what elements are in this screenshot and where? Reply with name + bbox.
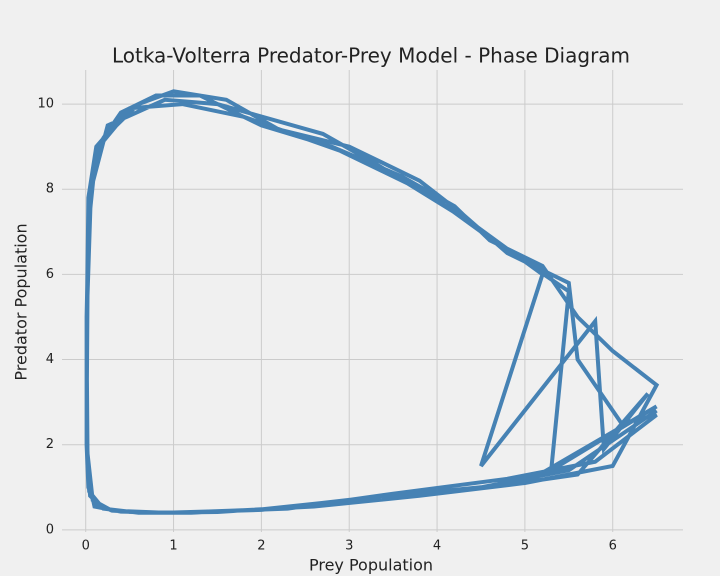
y-tick-label: 8 bbox=[46, 182, 54, 197]
x-tick-label: 6 bbox=[609, 539, 617, 554]
x-axis-label: Prey Population bbox=[309, 556, 433, 575]
x-tick-label: 3 bbox=[345, 539, 353, 554]
x-tick-label: 0 bbox=[82, 539, 90, 554]
data-line bbox=[84, 89, 660, 515]
chart-title: Lotka-Volterra Predator-Prey Model - Pha… bbox=[112, 44, 630, 68]
y-axis-label: Predator Population bbox=[12, 223, 31, 380]
y-tick-label: 4 bbox=[46, 352, 54, 367]
x-tick-label: 4 bbox=[433, 539, 441, 554]
y-tick-label: 0 bbox=[46, 522, 54, 537]
x-tick-label: 2 bbox=[257, 539, 265, 554]
y-tick-label: 2 bbox=[46, 437, 54, 452]
x-tick-label: 1 bbox=[169, 539, 177, 554]
y-tick-label: 6 bbox=[46, 267, 54, 282]
y-tick-label: 10 bbox=[37, 97, 54, 112]
x-tick-label: 5 bbox=[521, 539, 529, 554]
